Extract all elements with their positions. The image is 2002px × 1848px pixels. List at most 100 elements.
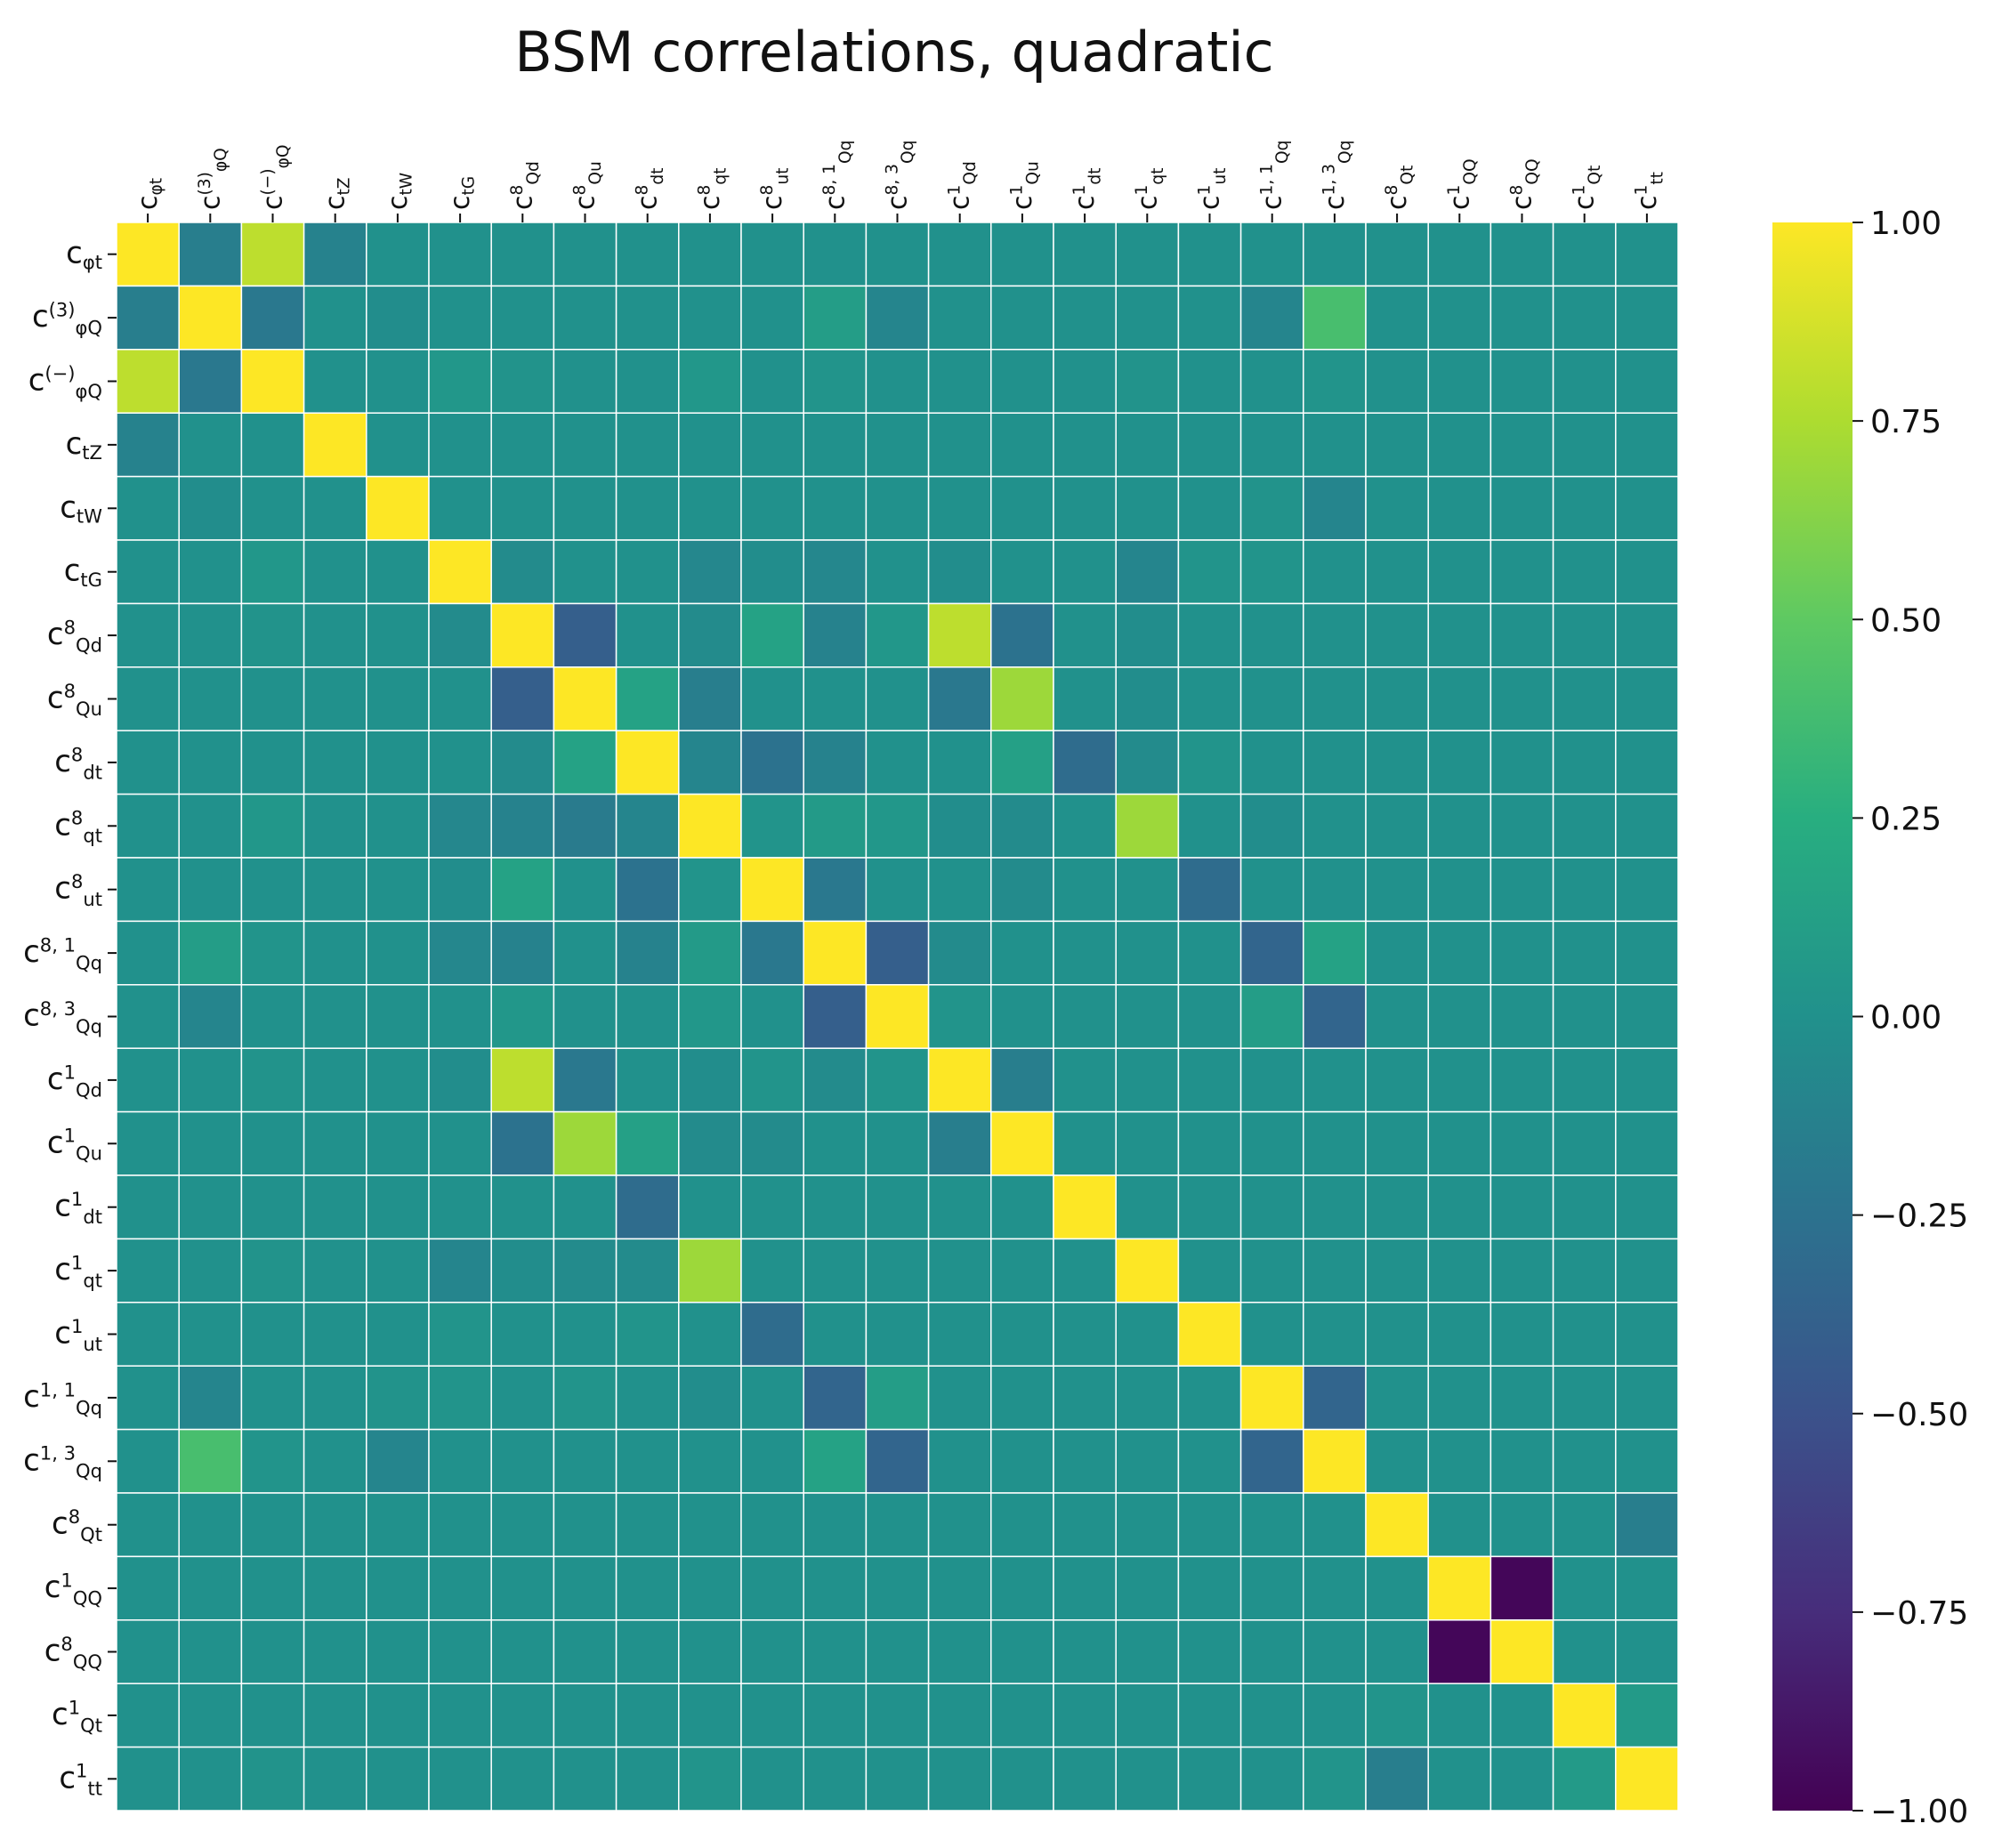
heatmap-cell-r10-c17 bbox=[1177, 857, 1242, 923]
heatmap-cell-r23-c4 bbox=[366, 1683, 430, 1748]
heatmap-cell-r9-c9 bbox=[678, 793, 742, 859]
heatmap-cell-r20-c15 bbox=[1053, 1492, 1117, 1558]
heatmap-cell-r22-c7 bbox=[553, 1619, 618, 1684]
heatmap-cell-r24-c15 bbox=[1053, 1746, 1117, 1812]
y-tick-label: cφt bbox=[66, 236, 102, 273]
heatmap-cell-r2-c6 bbox=[490, 349, 555, 414]
heatmap-cell-r16-c12 bbox=[865, 1238, 930, 1303]
heatmap-cell-r20-c3 bbox=[303, 1492, 367, 1558]
heatmap-cell-r12-c19 bbox=[1303, 984, 1367, 1049]
heatmap-cell-r11-c20 bbox=[1365, 920, 1429, 986]
heatmap-cell-r6-c18 bbox=[1239, 602, 1304, 668]
heatmap-cell-r15-c22 bbox=[1489, 1174, 1554, 1240]
heatmap-cell-r1-c11 bbox=[803, 285, 868, 351]
heatmap-cell-r22-c20 bbox=[1365, 1619, 1429, 1684]
heatmap-cell-r7-c8 bbox=[615, 666, 680, 731]
heatmap-cell-r1-c15 bbox=[1053, 285, 1117, 351]
heatmap-cell-r7-c2 bbox=[240, 666, 305, 731]
heatmap-cell-r23-c0 bbox=[116, 1683, 180, 1748]
heatmap-cell-r15-c9 bbox=[678, 1174, 742, 1240]
heatmap-cell-r15-c20 bbox=[1365, 1174, 1429, 1240]
heatmap-cell-r2-c12 bbox=[865, 349, 930, 414]
heatmap-cell-r12-c18 bbox=[1239, 984, 1304, 1049]
x-tick-label: c1qt bbox=[1132, 168, 1166, 210]
heatmap-cell-r2-c23 bbox=[1552, 349, 1617, 414]
heatmap-cell-r11-c23 bbox=[1552, 920, 1617, 986]
x-tick-label: c1, 1Qq bbox=[1257, 141, 1292, 210]
heatmap-cell-r24-c24 bbox=[1615, 1746, 1679, 1812]
heatmap-cell-r3-c14 bbox=[990, 412, 1054, 478]
heatmap-cell-r8-c10 bbox=[740, 730, 804, 795]
heatmap-cell-r13-c10 bbox=[740, 1047, 804, 1113]
y-tick-label: c8, 3Qq bbox=[23, 997, 102, 1037]
heatmap-cell-r10-c12 bbox=[865, 857, 930, 923]
heatmap-cell-r3-c15 bbox=[1053, 412, 1117, 478]
heatmap-cell-r2-c20 bbox=[1365, 349, 1429, 414]
heatmap-cell-r23-c2 bbox=[240, 1683, 305, 1748]
heatmap-cell-r14-c9 bbox=[678, 1110, 742, 1176]
heatmap-cell-r9-c16 bbox=[1115, 793, 1180, 859]
heatmap-cell-r2-c16 bbox=[1115, 349, 1180, 414]
heatmap-cell-r14-c24 bbox=[1615, 1110, 1679, 1176]
heatmap-cell-r17-c5 bbox=[428, 1302, 492, 1367]
heatmap-cell-r6-c10 bbox=[740, 602, 804, 668]
heatmap-cell-r0-c9 bbox=[678, 222, 742, 287]
heatmap-cell-r6-c3 bbox=[303, 602, 367, 668]
heatmap-cell-r13-c13 bbox=[927, 1047, 992, 1113]
heatmap-cell-r14-c2 bbox=[240, 1110, 305, 1176]
heatmap-cell-r13-c20 bbox=[1365, 1047, 1429, 1113]
heatmap-cell-r18-c24 bbox=[1615, 1365, 1679, 1431]
heatmap-cell-r19-c7 bbox=[553, 1428, 618, 1494]
heatmap-cell-r8-c23 bbox=[1552, 730, 1617, 795]
heatmap-cell-r19-c18 bbox=[1239, 1428, 1304, 1494]
heatmap-cell-r16-c15 bbox=[1053, 1238, 1117, 1303]
heatmap-cell-r0-c16 bbox=[1115, 222, 1180, 287]
heatmap-cell-r10-c8 bbox=[615, 857, 680, 923]
heatmap-cell-r13-c15 bbox=[1053, 1047, 1117, 1113]
heatmap-cell-r3-c7 bbox=[553, 412, 618, 478]
heatmap-cell-r20-c8 bbox=[615, 1492, 680, 1558]
heatmap-cell-r20-c12 bbox=[865, 1492, 930, 1558]
heatmap-cell-r16-c2 bbox=[240, 1238, 305, 1303]
heatmap-cell-r0-c21 bbox=[1427, 222, 1492, 287]
heatmap-cell-r4-c8 bbox=[615, 475, 680, 541]
heatmap-cell-r4-c23 bbox=[1552, 475, 1617, 541]
heatmap-cell-r6-c0 bbox=[116, 602, 180, 668]
heatmap-cell-r14-c22 bbox=[1489, 1110, 1554, 1176]
heatmap-cell-r20-c24 bbox=[1615, 1492, 1679, 1558]
heatmap-cell-r13-c3 bbox=[303, 1047, 367, 1113]
heatmap-cell-r22-c6 bbox=[490, 1619, 555, 1684]
heatmap-cell-r18-c3 bbox=[303, 1365, 367, 1431]
heatmap-cell-r4-c5 bbox=[428, 475, 492, 541]
heatmap-cell-r6-c7 bbox=[553, 602, 618, 668]
heatmap-cell-r16-c20 bbox=[1365, 1238, 1429, 1303]
heatmap-cell-r5-c18 bbox=[1239, 539, 1304, 605]
heatmap-cell-r11-c19 bbox=[1303, 920, 1367, 986]
heatmap-cell-r1-c13 bbox=[927, 285, 992, 351]
x-tick-label: c1Qt bbox=[1570, 165, 1604, 210]
heatmap-cell-r15-c17 bbox=[1177, 1174, 1242, 1240]
heatmap-cell-r13-c7 bbox=[553, 1047, 618, 1113]
heatmap-cell-r21-c23 bbox=[1552, 1555, 1617, 1621]
heatmap-cell-r12-c14 bbox=[990, 984, 1054, 1049]
heatmap-cell-r4-c22 bbox=[1489, 475, 1554, 541]
heatmap-cell-r6-c17 bbox=[1177, 602, 1242, 668]
heatmap-cell-r19-c2 bbox=[240, 1428, 305, 1494]
heatmap-cell-r16-c22 bbox=[1489, 1238, 1554, 1303]
heatmap-cell-r15-c21 bbox=[1427, 1174, 1492, 1240]
heatmap-cell-r16-c24 bbox=[1615, 1238, 1679, 1303]
x-tick-label: c8qt bbox=[695, 168, 730, 210]
y-tick-label: c1qt bbox=[54, 1252, 102, 1292]
y-tick-label: ctW bbox=[60, 489, 102, 527]
heatmap-cell-r10-c1 bbox=[178, 857, 243, 923]
heatmap-cell-r8-c6 bbox=[490, 730, 555, 795]
heatmap-cell-r11-c6 bbox=[490, 920, 555, 986]
heatmap-cell-r22-c16 bbox=[1115, 1619, 1180, 1684]
heatmap-cell-r12-c4 bbox=[366, 984, 430, 1049]
y-tick-label: c8Qt bbox=[52, 1505, 102, 1545]
heatmap-cell-r24-c0 bbox=[116, 1746, 180, 1812]
heatmap-cell-r13-c11 bbox=[803, 1047, 868, 1113]
y-tick-label: c1Qu bbox=[47, 1125, 102, 1165]
heatmap-cell-r0-c13 bbox=[927, 222, 992, 287]
heatmap-cell-r17-c8 bbox=[615, 1302, 680, 1367]
